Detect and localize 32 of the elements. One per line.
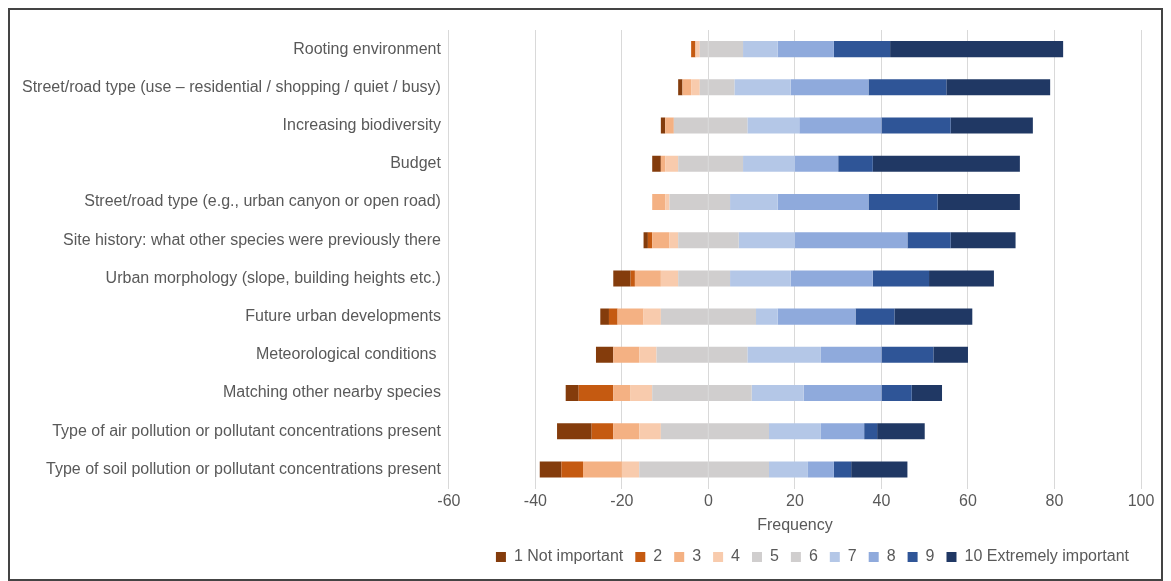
x-tick-label: -60: [437, 491, 461, 509]
x-axis-title: Frequency: [757, 515, 833, 533]
y-tick-label: Type of soil pollution or pollutant concentrations present: [46, 459, 442, 477]
legend-label: 1 Not important: [513, 547, 624, 565]
y-tick-label: Rooting environment: [293, 39, 442, 57]
y-tick-label: Increasing biodiversity: [282, 115, 441, 133]
x-tick-label: 100: [1127, 491, 1155, 509]
legend-label: 4: [731, 547, 741, 565]
y-tick-label: Budget: [390, 154, 442, 172]
y-tick-label: Meteorological conditions: [255, 345, 441, 363]
y-tick-label: Matching other nearby species: [223, 383, 441, 401]
legend-label: 3: [692, 547, 702, 565]
legend-label: 8: [886, 547, 896, 565]
y-tick-label: Future urban developments: [245, 307, 441, 325]
legend-label: 7: [847, 547, 857, 565]
legend-label: 5: [770, 547, 779, 565]
legend-label: 9: [925, 547, 935, 565]
x-tick-label: 80: [1045, 491, 1064, 509]
x-tick-label: 20: [786, 491, 804, 509]
x-tick-label: 40: [872, 491, 891, 509]
x-tick-label: 60: [959, 491, 977, 509]
x-tick-label: -40: [523, 491, 548, 509]
legend-label: 10 Extremely important: [964, 547, 1130, 565]
legend-label: 2: [653, 547, 663, 565]
y-tick-label: Site history: what other species were previously there: [62, 230, 442, 248]
x-tick-label: -20: [610, 491, 634, 509]
y-tick-label: Street/road type (use – residential / shopping / quiet / busy): [22, 77, 441, 95]
x-tick-label: 0: [703, 491, 713, 509]
y-tick-label: Street/road type (e.g., urban canyon or open road): [84, 192, 441, 210]
legend-label: 6: [808, 547, 818, 565]
y-tick-label: Urban morphology (slope, building heights etc.): [105, 268, 441, 286]
y-tick-label: Type of air pollution or pollutant concentrations present: [52, 421, 442, 439]
